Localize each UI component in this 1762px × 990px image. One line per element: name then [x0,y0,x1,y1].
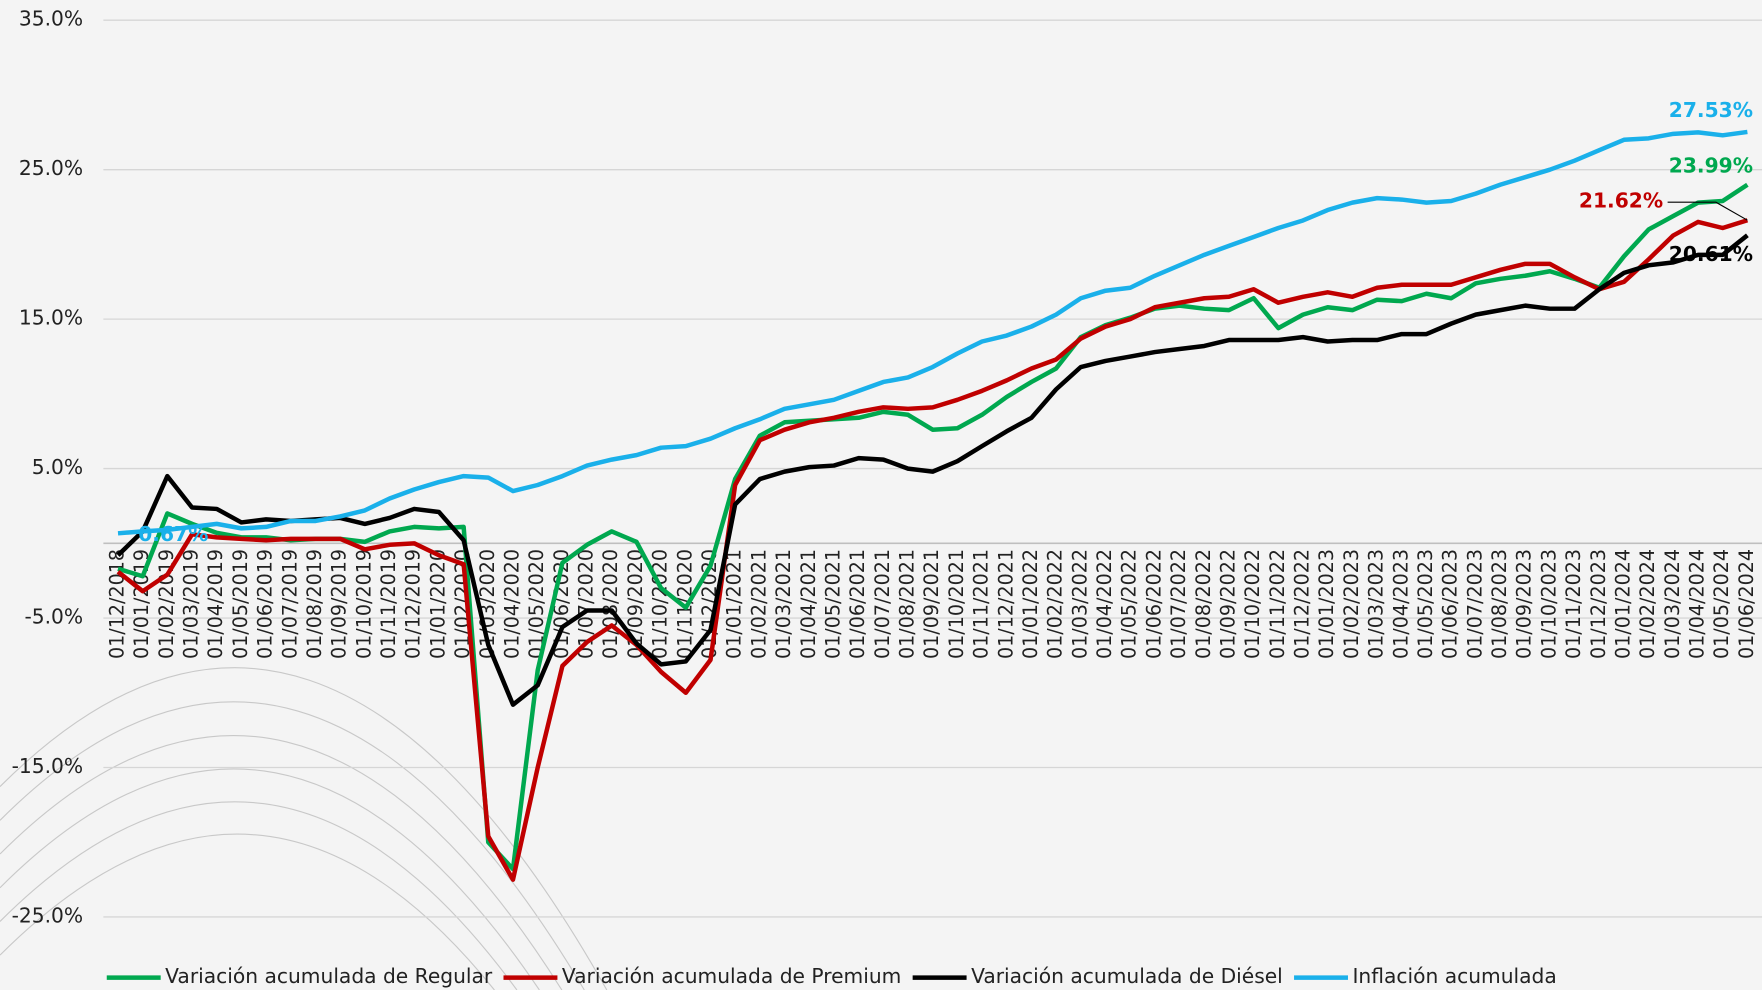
x-tick-label: 01/10/2019 [352,549,375,659]
x-tick-label: 01/11/2022 [1266,549,1289,659]
x-tick-label: 01/11/2023 [1562,549,1585,659]
y-tick-label: -5.0% [24,605,83,629]
x-tick-label: 01/08/2019 [303,549,326,659]
x-tick-label: 01/05/2022 [1118,549,1141,659]
data-label: 20.61% [1669,242,1753,266]
x-tick-label: 01/03/2019 [180,549,203,659]
legend-label: Variación acumulada de Regular [165,964,493,988]
x-tick-label: 01/04/2022 [1093,549,1116,659]
x-tick-label: 01/07/2023 [1463,549,1486,659]
x-tick-label: 01/10/2023 [1537,549,1560,659]
y-tick-label: -25.0% [12,903,84,927]
x-tick-label: 01/06/2022 [1142,549,1165,659]
x-tick-label: 01/06/2024 [1735,549,1758,659]
x-tick-label: 01/04/2019 [204,549,227,659]
y-tick-label: 25.0% [19,156,83,180]
data-label: 0.67% [138,522,208,546]
x-tick-label: 01/12/2018 [105,549,128,659]
x-tick-label: 01/10/2022 [1241,549,1264,659]
x-tick-label: 01/10/2021 [945,549,968,659]
legend-label: Variación acumulada de Premium [562,964,901,988]
x-tick-label: 01/01/2024 [1611,549,1634,659]
x-tick-label: 01/07/2019 [278,549,301,659]
x-tick-label: 01/12/2021 [994,549,1017,659]
x-tick-label: 01/05/2024 [1710,549,1733,659]
x-tick-label: 01/11/2019 [377,549,400,659]
x-tick-label: 01/01/2023 [1315,549,1338,659]
data-label: 27.53% [1669,98,1753,122]
x-tick-label: 01/09/2022 [1216,549,1239,659]
background [0,0,1762,990]
page: -25.0% -15.0% -5.0% 5.0% 15.0% 25.0% 35.0% 01/1… [0,0,1762,990]
x-tick-label: 01/01/2022 [1019,549,1042,659]
x-tick-label: 01/08/2022 [1192,549,1215,659]
x-tick-label: 01/09/2023 [1513,549,1536,659]
y-tick-label: -15.0% [12,754,84,778]
x-tick-label: 01/12/2022 [1291,549,1314,659]
x-tick-label: 01/01/2020 [426,549,449,659]
x-tick-label: 01/08/2021 [896,549,919,659]
x-tick-label: 01/06/2023 [1439,549,1462,659]
x-tick-label: 01/04/2020 [500,549,523,659]
x-tick-label: 01/08/2020 [599,549,622,659]
x-tick-label: 01/03/2024 [1661,549,1684,659]
x-tick-label: 01/06/2021 [846,549,869,659]
x-tick-label: 01/02/2021 [747,549,770,659]
x-tick-label: 01/08/2023 [1488,549,1511,659]
x-tick-label: 01/07/2022 [1167,549,1190,659]
x-tick-label: 01/11/2021 [970,549,993,659]
x-tick-label: 01/06/2019 [254,549,277,659]
x-tick-label: 01/04/2023 [1389,549,1412,659]
x-tick-label: 01/09/2021 [920,549,943,659]
x-tick-label: 01/10/2020 [649,549,672,659]
legend-label: Variación acumulada de Diésel [971,964,1283,988]
x-tick-label: 01/02/2024 [1636,549,1659,659]
legend-label: Inflación acumulada [1352,964,1556,988]
x-tick-label: 01/01/2019 [130,549,153,659]
x-tick-label: 01/05/2021 [821,549,844,659]
x-tick-label: 01/05/2019 [229,549,252,659]
x-tick-label: 01/09/2019 [328,549,351,659]
x-tick-label: 01/03/2023 [1365,549,1388,659]
x-tick-label: 01/03/2021 [772,549,795,659]
y-tick-label: 35.0% [19,7,83,31]
x-tick-label: 01/02/2022 [1044,549,1067,659]
x-tick-label: 01/07/2021 [871,549,894,659]
y-tick-label: 5.0% [32,455,83,479]
data-label: 23.99% [1669,153,1753,177]
x-tick-label: 01/12/2019 [402,549,425,659]
x-tick-label: 01/12/2023 [1587,549,1610,659]
x-tick-label: 01/04/2024 [1686,549,1709,659]
x-tick-label: 01/02/2023 [1340,549,1363,659]
y-tick-label: 15.0% [19,306,83,330]
x-tick-label: 01/03/2022 [1068,549,1091,659]
x-tick-label: 01/01/2021 [723,549,746,659]
x-tick-label: 01/05/2023 [1414,549,1437,659]
chart: -25.0% -15.0% -5.0% 5.0% 15.0% 25.0% 35.0% 01/1… [0,0,1762,990]
x-tick-label: 01/04/2021 [797,549,820,659]
data-label: 21.62% [1579,189,1663,213]
